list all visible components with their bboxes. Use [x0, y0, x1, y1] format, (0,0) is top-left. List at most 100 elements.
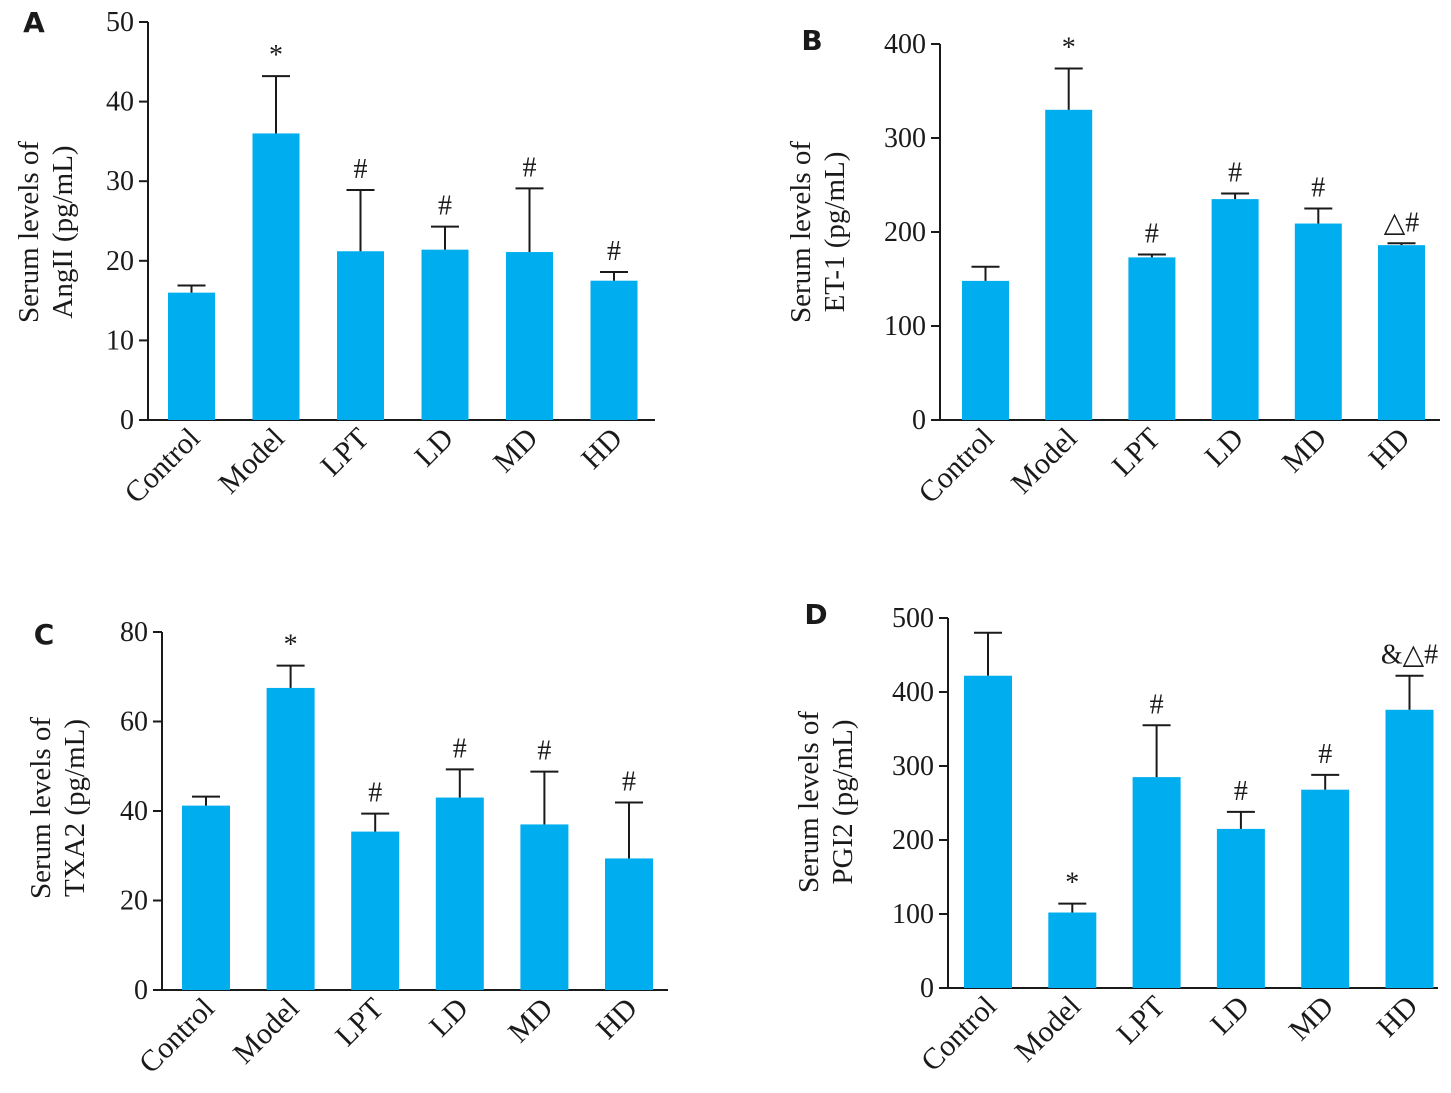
bar-model: [266, 687, 315, 990]
y-tick-label: 20: [106, 246, 134, 277]
bar-hd: [590, 280, 638, 420]
y-tick-label: 40: [106, 87, 134, 118]
y-axis-label-line2: PGI2 (pg/mL): [827, 719, 859, 884]
y-tick-label: 100: [892, 899, 934, 930]
y-tick-label: 20: [120, 886, 148, 917]
bar-ld: [1216, 828, 1265, 988]
y-axis-label-line1: Serum levels of: [13, 141, 45, 323]
significance-marker: &△#: [1381, 640, 1438, 671]
bar-control: [962, 280, 1009, 420]
y-tick-label: 0: [134, 975, 148, 1006]
y-tick-label: 400: [892, 677, 934, 708]
significance-marker: #: [438, 191, 452, 222]
bar-model: [1048, 912, 1097, 988]
y-axis-label-line1: Serum levels of: [785, 141, 817, 323]
significance-marker: *: [269, 40, 283, 71]
significance-marker: #: [523, 152, 537, 183]
chart-panel-a: A 0 10 20 30 40 50 Serum levels ofAngII (pg/mL)…: [13, 6, 655, 510]
significance-marker: #: [1145, 219, 1159, 250]
y-axis-label-line1: Serum levels of: [25, 717, 57, 899]
x-tick-label: MD: [1283, 990, 1341, 1048]
significance-marker: △#: [1384, 207, 1420, 238]
x-tick-label: LD: [408, 422, 460, 474]
x-tick-label: LD: [1204, 990, 1256, 1042]
bar-ld: [435, 797, 484, 990]
significance-marker: *: [284, 630, 298, 661]
panel-letter: C: [34, 618, 55, 651]
y-tick-label: 500: [892, 603, 934, 634]
y-tick-label: 40: [120, 796, 148, 827]
x-tick-label: LD: [1198, 422, 1250, 474]
x-tick-label: LPT: [329, 992, 390, 1053]
x-tick-label: MD: [502, 992, 560, 1050]
bar-hd: [1378, 245, 1425, 420]
y-tick-label: 100: [884, 311, 926, 342]
bar-lpt: [337, 251, 384, 420]
significance-marker: #: [1234, 776, 1248, 807]
bar-control: [168, 292, 215, 420]
bar-lpt: [1132, 777, 1181, 988]
x-tick-label: LPT: [1110, 990, 1171, 1051]
x-tick-label: Model: [1005, 422, 1084, 501]
significance-marker: *: [1062, 32, 1076, 63]
x-tick-label: LPT: [314, 422, 375, 483]
y-tick-label: 200: [884, 217, 926, 248]
significance-marker: #: [1150, 689, 1164, 720]
significance-marker: #: [1318, 739, 1332, 770]
y-tick-label: 0: [120, 405, 134, 436]
bar-ld: [1211, 199, 1259, 420]
x-tick-label: MD: [487, 422, 545, 480]
x-tick-label: LPT: [1106, 422, 1167, 483]
significance-marker: #: [607, 236, 621, 267]
bar-control: [182, 805, 230, 990]
y-axis-label-line2: TXA2 (pg/mL): [59, 719, 91, 897]
bar-ld: [421, 249, 469, 420]
x-tick-label: Model: [227, 992, 306, 1071]
bar-hd: [605, 858, 653, 990]
bar-lpt: [1128, 257, 1176, 420]
y-tick-label: 60: [120, 707, 148, 738]
x-tick-label: Model: [1009, 990, 1088, 1069]
y-tick-label: 80: [120, 617, 148, 648]
y-tick-label: 400: [884, 29, 926, 60]
significance-marker: #: [537, 736, 551, 767]
panel-letter: A: [23, 6, 45, 39]
x-tick-label: HD: [1362, 422, 1416, 476]
significance-marker: #: [622, 766, 636, 797]
panel-letter: D: [804, 598, 827, 631]
significance-marker: #: [368, 778, 382, 809]
y-axis-label-line1: Serum levels of: [793, 711, 825, 893]
y-axis-label-line2: ET-1 (pg/mL): [819, 152, 851, 313]
y-tick-label: 0: [920, 973, 934, 1004]
significance-marker: #: [453, 733, 467, 764]
y-axis-label: Serum levels ofTXA2 (pg/mL): [25, 717, 91, 899]
bar-model: [252, 133, 300, 420]
bar-md: [1294, 223, 1342, 420]
x-tick-label: HD: [590, 992, 644, 1046]
y-axis-label-line2: AngII (pg/mL): [47, 145, 79, 318]
chart-panel-b: B 0 100 200 300 400 Serum levels ofET-1 (pg/mL…: [785, 24, 1440, 510]
bar-model: [1045, 109, 1093, 421]
bar-md: [520, 824, 569, 990]
x-tick-label: HD: [1370, 990, 1424, 1044]
y-tick-label: 50: [106, 7, 134, 38]
significance-marker: #: [1311, 173, 1325, 204]
bar-md: [1301, 789, 1350, 988]
significance-marker: #: [1228, 157, 1242, 188]
y-tick-label: 10: [106, 325, 134, 356]
y-axis-label: Serum levels ofPGI2 (pg/mL): [793, 711, 859, 893]
x-tick-label: MD: [1276, 422, 1334, 480]
bar-control: [964, 675, 1012, 988]
x-tick-label: LD: [423, 992, 475, 1044]
y-axis-label: Serum levels ofET-1 (pg/mL): [785, 141, 851, 323]
x-tick-label: HD: [575, 422, 629, 476]
y-tick-label: 30: [106, 166, 134, 197]
x-tick-label: Model: [212, 422, 291, 501]
significance-marker: #: [354, 154, 368, 185]
chart-panel-d: D 0 100 200 300 400 500 Serum levels ofPGI2 (pg…: [793, 598, 1438, 1078]
y-tick-label: 0: [912, 405, 926, 436]
y-tick-label: 200: [892, 825, 934, 856]
bar-lpt: [351, 831, 400, 990]
